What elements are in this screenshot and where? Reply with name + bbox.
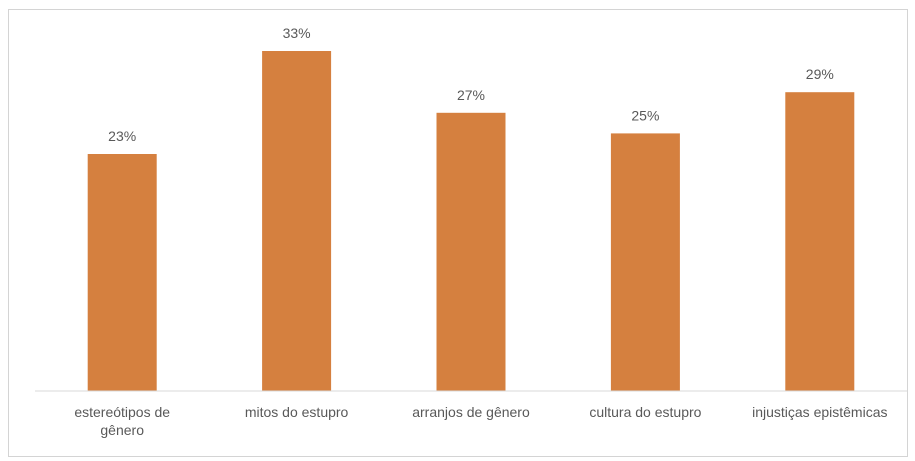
data-label-3: 27% <box>457 87 485 103</box>
data-label-5: 29% <box>806 66 834 82</box>
bar-5 <box>785 92 855 391</box>
bar-4 <box>610 133 680 391</box>
category-label-4: cultura do estupro <box>589 404 701 420</box>
category-label-5: injustiças epistêmicas <box>752 404 887 420</box>
data-label-1: 23% <box>108 128 136 144</box>
bar-2 <box>262 51 332 391</box>
category-labels-group: estereótipos de gênero mitos do estupro arr… <box>74 404 887 438</box>
data-label-4: 25% <box>631 107 659 123</box>
data-labels-group: 23% 33% 27% 25% 29% <box>108 25 834 144</box>
category-label-2: mitos do estupro <box>245 404 349 420</box>
category-label-1: estereótipos de gênero <box>74 404 170 438</box>
bar-1 <box>87 154 157 391</box>
bar-3 <box>436 112 506 392</box>
bars-group <box>87 51 855 392</box>
category-label-3: arranjos de gênero <box>412 404 530 420</box>
data-label-2: 33% <box>283 25 311 41</box>
